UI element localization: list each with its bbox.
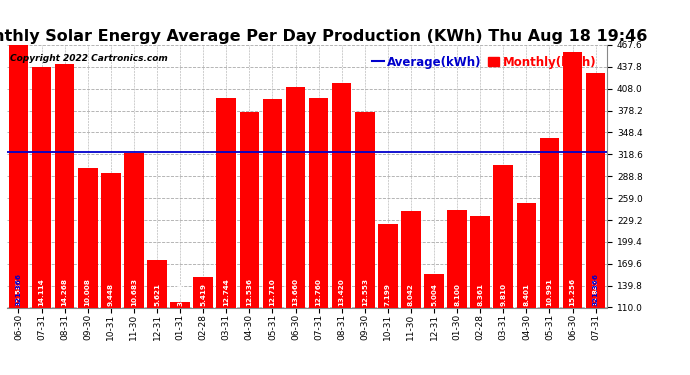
Text: 13.420: 13.420 <box>339 279 345 306</box>
Text: 15.587: 15.587 <box>15 278 21 306</box>
Bar <box>124 153 144 308</box>
Bar <box>540 138 560 308</box>
Text: 12.744: 12.744 <box>224 279 229 306</box>
Bar <box>493 165 513 308</box>
Bar <box>563 52 582 308</box>
Text: 5.419: 5.419 <box>200 284 206 306</box>
Bar <box>239 112 259 308</box>
Text: 15.256: 15.256 <box>569 278 575 306</box>
Bar <box>9 45 28 308</box>
Text: 12.710: 12.710 <box>269 279 275 306</box>
Text: 14.114: 14.114 <box>39 279 45 306</box>
Text: 9.810: 9.810 <box>500 284 506 306</box>
Bar <box>101 173 121 308</box>
Bar <box>424 274 444 308</box>
Bar <box>32 67 51 308</box>
Bar <box>355 112 375 308</box>
Text: 321.366: 321.366 <box>593 273 599 306</box>
Bar <box>286 87 305 308</box>
Text: 10.683: 10.683 <box>131 278 137 306</box>
Text: 12.553: 12.553 <box>362 278 368 306</box>
Bar <box>309 98 328 308</box>
Text: 7.199: 7.199 <box>385 284 391 306</box>
Bar <box>586 73 605 308</box>
Text: 10.008: 10.008 <box>85 279 90 306</box>
Text: 12.536: 12.536 <box>246 278 253 306</box>
Bar <box>401 211 421 308</box>
Bar <box>263 99 282 308</box>
Bar <box>78 168 97 308</box>
Title: Monthly Solar Energy Average Per Day Production (KWh) Thu Aug 18 19:46: Monthly Solar Energy Average Per Day Pro… <box>0 29 648 44</box>
Text: 8.361: 8.361 <box>477 284 483 306</box>
Bar <box>170 302 190 307</box>
Text: 5.621: 5.621 <box>154 284 160 306</box>
Bar <box>447 210 467 308</box>
Text: 3.774: 3.774 <box>177 284 183 306</box>
Text: 12.760: 12.760 <box>315 279 322 306</box>
Text: 14.268: 14.268 <box>61 278 68 306</box>
Bar <box>471 216 490 308</box>
Text: 10.991: 10.991 <box>546 278 553 306</box>
Text: 13.843: 13.843 <box>593 279 599 306</box>
Bar <box>217 98 236 308</box>
Text: 8.042: 8.042 <box>408 284 414 306</box>
Text: 8.100: 8.100 <box>454 284 460 306</box>
Bar <box>147 260 167 308</box>
Bar <box>378 224 397 308</box>
Text: Copyright 2022 Cartronics.com: Copyright 2022 Cartronics.com <box>10 54 168 63</box>
Text: 9.448: 9.448 <box>108 284 114 306</box>
Bar <box>332 83 351 308</box>
Bar <box>193 277 213 308</box>
Text: 321.366: 321.366 <box>15 273 21 306</box>
Text: 5.004: 5.004 <box>431 284 437 306</box>
Bar <box>517 203 536 308</box>
Text: 13.660: 13.660 <box>293 278 299 306</box>
Bar <box>55 64 75 308</box>
Legend: Average(kWh), Monthly(kWh): Average(kWh), Monthly(kWh) <box>367 51 601 74</box>
Text: 8.401: 8.401 <box>524 284 529 306</box>
